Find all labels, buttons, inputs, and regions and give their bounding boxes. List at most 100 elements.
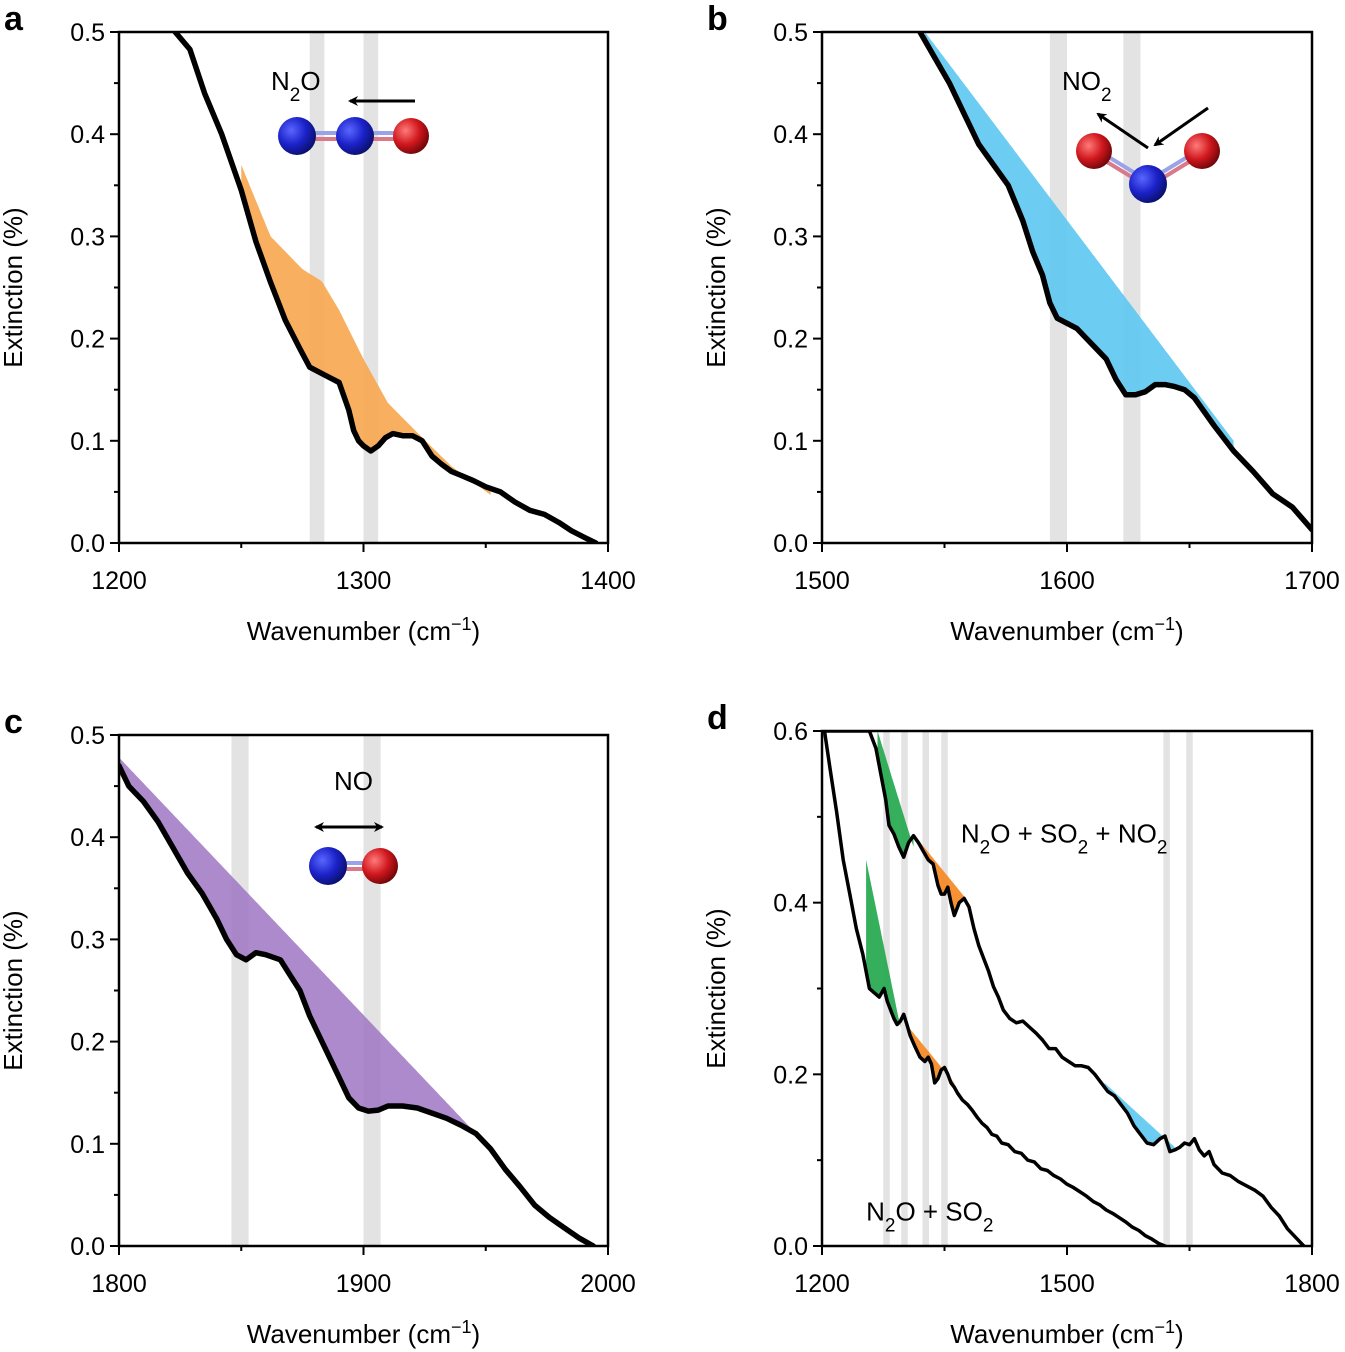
x-axis-label: Wavenumber (cm−1) — [950, 1317, 1183, 1349]
reference-band — [363, 32, 379, 543]
oxygen-atom — [1076, 133, 1112, 169]
upper-trace-label-part: 2 — [980, 837, 991, 858]
lower-trace-label-part: N — [866, 1196, 885, 1226]
lower-trace-label-part: 2 — [885, 1215, 896, 1236]
reference-band — [922, 731, 929, 1246]
molecule-label: NO2 — [1062, 66, 1112, 106]
absorption-fill — [877, 731, 914, 858]
upper-trace-label-part: O + SO — [990, 819, 1077, 849]
panel-a: 0.0 0.1 0.2 0.3 0.4 0.5 1200 1300 1400 Wavenumber… — [0, 0, 636, 646]
molecule-label: N2O — [271, 66, 321, 106]
x-tick-label: 1700 — [1284, 567, 1340, 595]
reference-band — [1123, 32, 1141, 543]
x-axis-label-text: Wavenumber (cm — [950, 1319, 1154, 1349]
plot-area — [822, 731, 1306, 1246]
y-tick-label: 0.2 — [70, 326, 105, 354]
plot-area — [917, 32, 1312, 543]
molecule-label-part: NO — [334, 766, 373, 796]
y-tick-label: 0.4 — [773, 121, 808, 149]
molecule-diagram: NO2 — [1062, 66, 1220, 203]
panel-d: 0.0 0.2 0.4 0.6 1200 1500 1800 Wavenumber (cm−1… — [701, 699, 1340, 1349]
x-axis-label-exponent: −1 — [451, 1317, 472, 1337]
vibration-arrow — [1096, 112, 1149, 150]
y-tick-label: 0.2 — [70, 1029, 105, 1057]
y-tick-label: 0.5 — [773, 19, 808, 47]
molecule-label-part: 2 — [1101, 85, 1112, 106]
nitrogen-atom — [278, 117, 316, 155]
x-tick-label: 1200 — [794, 1270, 850, 1298]
y-axis-label: Extinction (%) — [701, 908, 731, 1068]
x-axis-label-exponent: −1 — [451, 614, 472, 634]
x-tick-label: 1800 — [1284, 1270, 1340, 1298]
oxygen-atom — [362, 848, 398, 884]
y-axis-label: Extinction (%) — [0, 207, 28, 367]
y-tick-label: 0.0 — [773, 530, 808, 558]
y-tick-label: 0.5 — [70, 722, 105, 750]
plot-area — [172, 32, 599, 543]
x-axis-label-exponent: −1 — [1155, 614, 1176, 634]
x-tick-label: 1600 — [1039, 567, 1095, 595]
spectrum-line-1 — [822, 731, 1306, 1246]
y-tick-label: 0.1 — [70, 1131, 105, 1159]
x-tick-label: 1300 — [336, 567, 392, 595]
y-tick-label: 0.4 — [70, 121, 105, 149]
oxygen-atom — [393, 118, 429, 154]
lower-trace-label-part: 2 — [983, 1215, 994, 1236]
oxygen-atom — [1184, 133, 1220, 169]
y-tick-label: 0.1 — [70, 428, 105, 456]
x-tick-label: 1800 — [91, 1270, 147, 1298]
x-tick-label: 1500 — [794, 567, 850, 595]
upper-trace-label: N2O + SO2 + NO2 — [961, 819, 1168, 859]
molecule-diagram: NO — [309, 766, 398, 885]
nitrogen-atom — [1129, 165, 1167, 203]
y-tick-label: 0.3 — [70, 926, 105, 954]
absorption-fill — [924, 32, 1234, 451]
vibration-arrow — [1153, 106, 1209, 147]
x-axis-label-exponent: −1 — [1155, 1317, 1176, 1337]
x-axis-label: Wavenumber (cm−1) — [247, 614, 480, 646]
panel-c: 0.0 0.1 0.2 0.3 0.4 0.5 1800 1900 2000 Wavenumber… — [0, 703, 636, 1349]
x-tick-label: 1900 — [336, 1270, 392, 1298]
y-tick-label: 0.4 — [773, 890, 808, 918]
absorption-fill — [866, 859, 901, 1028]
x-axis-label-text: Wavenumber (cm — [247, 616, 451, 646]
panel-b: 0.0 0.1 0.2 0.3 0.4 0.5 1500 1600 1700 Wavenumber… — [701, 0, 1340, 646]
y-tick-label: 0.3 — [773, 223, 808, 251]
absorption-fill — [119, 757, 491, 1149]
nitrogen-atom — [336, 117, 374, 155]
y-tick-label: 0.3 — [70, 223, 105, 251]
y-axis-label: Extinction (%) — [701, 207, 731, 367]
panel-letter: d — [707, 699, 728, 737]
y-tick-label: 0.6 — [773, 718, 808, 746]
upper-trace-label-part: + NO — [1088, 819, 1157, 849]
x-axis-label-end: ) — [1175, 616, 1184, 646]
y-tick-label: 0.2 — [773, 326, 808, 354]
molecule-label-part: O — [300, 66, 320, 96]
x-axis-label: Wavenumber (cm−1) — [950, 614, 1183, 646]
panel-letter: c — [4, 703, 23, 741]
x-axis-label-text: Wavenumber (cm — [950, 616, 1154, 646]
spectrum-line-0 — [119, 762, 597, 1246]
molecule-label-part: 2 — [290, 85, 301, 106]
upper-trace-label-part: N — [961, 819, 980, 849]
x-axis-label-end: ) — [1175, 1319, 1184, 1349]
absorption-fill — [908, 1027, 955, 1088]
x-tick-label: 1500 — [1039, 1270, 1095, 1298]
reference-band — [1163, 731, 1170, 1246]
spectrum-line-0 — [822, 731, 1169, 1246]
x-axis-label-end: ) — [472, 1319, 481, 1349]
x-axis-label-end: ) — [472, 616, 481, 646]
y-axis-label: Extinction (%) — [0, 910, 28, 1070]
plot-area — [119, 735, 597, 1246]
y-tick-label: 0.0 — [773, 1233, 808, 1261]
molecule-label-part: NO — [1062, 66, 1101, 96]
y-tick-label: 0.4 — [70, 824, 105, 852]
spectrum-line-0 — [172, 32, 599, 543]
y-tick-label: 0.2 — [773, 1061, 808, 1089]
x-tick-label: 2000 — [580, 1270, 636, 1298]
upper-trace-label-part: 2 — [1078, 837, 1089, 858]
molecule-diagram: N2O — [271, 66, 429, 155]
lower-trace-label-part: O + SO — [895, 1196, 982, 1226]
reference-band — [941, 731, 948, 1246]
